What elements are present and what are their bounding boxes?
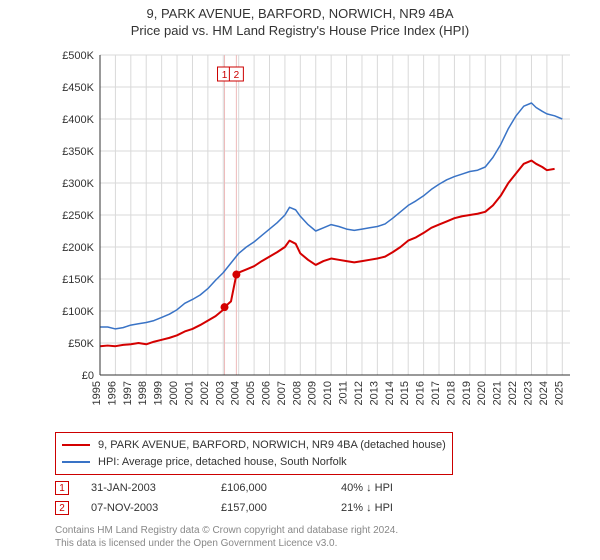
table-row: 1 31-JAN-2003 £106,000 40% ↓ HPI — [55, 478, 461, 498]
svg-text:2025: 2025 — [553, 381, 565, 405]
svg-text:1: 1 — [222, 70, 228, 81]
transaction-badge-icon: 2 — [55, 501, 69, 515]
transaction-delta: 40% ↓ HPI — [341, 482, 461, 494]
transaction-price: £106,000 — [221, 482, 341, 494]
svg-text:2011: 2011 — [338, 381, 350, 405]
svg-text:2019: 2019 — [461, 381, 473, 405]
legend-row-property: 9, PARK AVENUE, BARFORD, NORWICH, NR9 4B… — [62, 437, 446, 454]
legend-label-hpi: HPI: Average price, detached house, Sout… — [98, 454, 347, 471]
svg-text:2020: 2020 — [476, 381, 488, 405]
svg-text:2008: 2008 — [291, 381, 303, 405]
transaction-date: 07-NOV-2003 — [91, 502, 221, 514]
legend-swatch-property — [62, 444, 90, 446]
transaction-date: 31-JAN-2003 — [91, 482, 221, 494]
chart-area: 12 £0 £50K £100K £150K £200K £250K £300K £350K £4… — [55, 50, 575, 410]
svg-text:£100K: £100K — [62, 306, 94, 318]
legend-box: 9, PARK AVENUE, BARFORD, NORWICH, NR9 4B… — [55, 432, 453, 475]
chart-title-address: 9, PARK AVENUE, BARFORD, NORWICH, NR9 4B… — [0, 6, 600, 21]
svg-text:2022: 2022 — [507, 381, 519, 405]
svg-text:2003: 2003 — [214, 381, 226, 405]
title-block: 9, PARK AVENUE, BARFORD, NORWICH, NR9 4B… — [0, 0, 600, 38]
svg-text:2018: 2018 — [445, 381, 457, 405]
svg-text:£300K: £300K — [62, 178, 94, 190]
svg-text:£250K: £250K — [62, 210, 94, 222]
svg-text:£0: £0 — [82, 370, 94, 382]
chart-title-subtitle: Price paid vs. HM Land Registry's House … — [0, 23, 600, 38]
table-row: 2 07-NOV-2003 £157,000 21% ↓ HPI — [55, 498, 461, 518]
legend-row-hpi: HPI: Average price, detached house, Sout… — [62, 454, 446, 471]
svg-text:£500K: £500K — [62, 50, 94, 62]
svg-text:2024: 2024 — [538, 381, 550, 405]
svg-text:2014: 2014 — [384, 381, 396, 405]
svg-text:2007: 2007 — [276, 381, 288, 405]
svg-text:1999: 1999 — [153, 381, 165, 405]
svg-text:1998: 1998 — [137, 381, 149, 405]
transactions-table: 1 31-JAN-2003 £106,000 40% ↓ HPI 2 07-NO… — [55, 478, 461, 518]
svg-text:2023: 2023 — [522, 381, 534, 405]
svg-text:2013: 2013 — [368, 381, 380, 405]
svg-text:2012: 2012 — [353, 381, 365, 405]
svg-text:£50K: £50K — [68, 338, 94, 350]
svg-text:1995: 1995 — [91, 381, 103, 405]
attribution-line2: This data is licensed under the Open Gov… — [55, 537, 398, 550]
svg-text:£400K: £400K — [62, 114, 94, 126]
transaction-badge-icon: 1 — [55, 481, 69, 495]
svg-text:2006: 2006 — [261, 381, 273, 405]
svg-text:2001: 2001 — [183, 381, 195, 405]
svg-text:1997: 1997 — [122, 381, 134, 405]
legend-label-property: 9, PARK AVENUE, BARFORD, NORWICH, NR9 4B… — [98, 437, 446, 454]
attribution-line1: Contains HM Land Registry data © Crown c… — [55, 524, 398, 537]
svg-text:2010: 2010 — [322, 381, 334, 405]
svg-text:2004: 2004 — [230, 381, 242, 405]
page-root: 9, PARK AVENUE, BARFORD, NORWICH, NR9 4B… — [0, 0, 600, 560]
transaction-price: £157,000 — [221, 502, 341, 514]
svg-text:2016: 2016 — [415, 381, 427, 405]
svg-text:2000: 2000 — [168, 381, 180, 405]
svg-text:2017: 2017 — [430, 381, 442, 405]
svg-text:2005: 2005 — [245, 381, 257, 405]
svg-text:1996: 1996 — [106, 381, 118, 405]
chart-svg: 12 £0 £50K £100K £150K £200K £250K £300K £350K £4… — [55, 50, 575, 410]
svg-text:2009: 2009 — [307, 381, 319, 405]
svg-text:2021: 2021 — [492, 381, 504, 405]
svg-text:2015: 2015 — [399, 381, 411, 405]
attribution-text: Contains HM Land Registry data © Crown c… — [55, 524, 398, 550]
svg-text:2002: 2002 — [199, 381, 211, 405]
transaction-delta: 21% ↓ HPI — [341, 502, 461, 514]
svg-text:£350K: £350K — [62, 146, 94, 158]
svg-text:£150K: £150K — [62, 274, 94, 286]
svg-text:2: 2 — [234, 70, 240, 81]
legend-swatch-hpi — [62, 461, 90, 463]
svg-text:£450K: £450K — [62, 82, 94, 94]
svg-text:£200K: £200K — [62, 242, 94, 254]
